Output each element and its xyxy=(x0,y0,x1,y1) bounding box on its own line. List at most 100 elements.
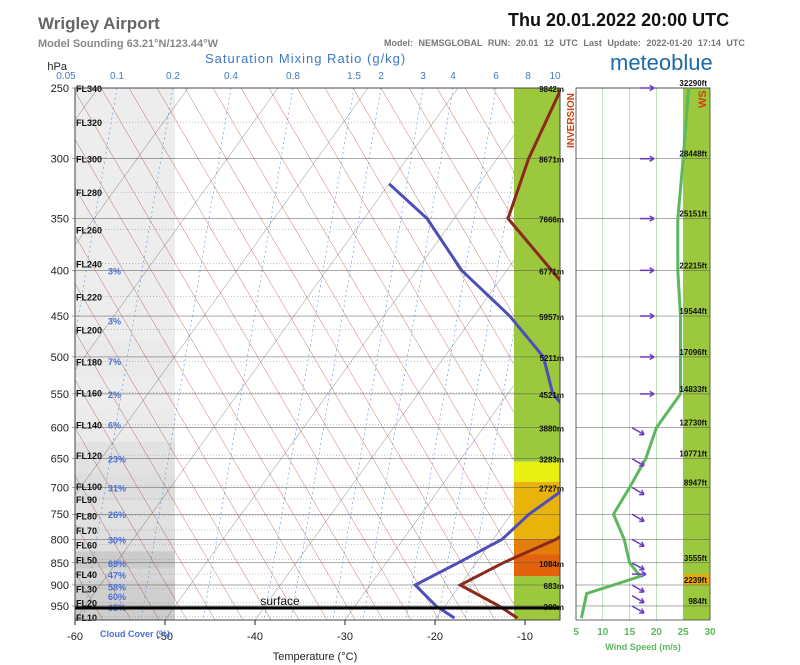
mixing-ratio-label: 6 xyxy=(493,71,499,82)
brand-logo: meteoblue xyxy=(610,50,713,75)
cloud-cover-value: 3% xyxy=(108,266,121,276)
wind-arrowhead xyxy=(649,215,655,222)
flight-level-label: FL220 xyxy=(76,293,102,303)
wind-arrowhead xyxy=(649,312,655,320)
wind-arrowhead xyxy=(639,516,645,523)
dry-adiabat-line xyxy=(75,379,216,620)
temperature-tick-label: -10 xyxy=(517,631,533,643)
isotherm-line xyxy=(75,88,369,496)
dry-adiabat-line xyxy=(75,235,300,620)
dry-adiabat-line xyxy=(75,283,272,620)
wind-tick-label: 20 xyxy=(651,627,663,638)
cloud-cover-band xyxy=(75,88,175,297)
height-feet-label: 12730ft xyxy=(679,419,707,428)
pressure-tick-label: 450 xyxy=(51,311,69,323)
wind-arrow xyxy=(631,458,645,467)
wind-arrowhead xyxy=(649,155,655,162)
flight-level-label: FL300 xyxy=(76,155,102,165)
flight-level-label: FL260 xyxy=(76,225,102,235)
height-feet-label: 8947ft xyxy=(684,478,707,487)
height-feet-label: 2239ft xyxy=(684,576,707,585)
isotherm-line xyxy=(434,445,560,620)
cloud-cover-band xyxy=(75,441,175,474)
flight-level-label: FL120 xyxy=(76,451,102,461)
cloud-cover-value: 47% xyxy=(108,570,126,580)
cloud-cover-value: 3% xyxy=(108,316,121,326)
temperature-tick-label: -30 xyxy=(337,631,353,643)
mixing-ratio-label: 0.2 xyxy=(166,71,180,82)
stability-band xyxy=(514,461,560,482)
pressure-tick-label: 400 xyxy=(51,265,69,277)
wind-arrowhead xyxy=(649,353,655,361)
stability-band xyxy=(514,576,560,620)
temperature-tick-label: -60 xyxy=(67,631,83,643)
wind-tick-label: 30 xyxy=(704,627,716,638)
dewpoint-line xyxy=(388,182,560,620)
pressure-tick-label: 750 xyxy=(51,509,69,521)
dry-adiabat-line xyxy=(212,88,524,620)
temperature-tick-label: -20 xyxy=(427,631,443,643)
pressure-tick-label: 800 xyxy=(51,534,69,546)
flight-level-label: FL90 xyxy=(76,495,97,505)
surface-label: surface xyxy=(260,594,300,608)
dry-adiabat-line xyxy=(436,88,560,300)
mixing-ratio-label: 1.5 xyxy=(347,71,361,82)
mixing-ratio-label: 8 xyxy=(525,71,531,82)
wind-arrow xyxy=(631,427,645,436)
wind-arrowhead xyxy=(639,565,645,571)
cloud-cover-label: Cloud Cover (%) xyxy=(100,629,170,639)
dry-adiabat-line xyxy=(0,88,47,620)
dry-adiabat-line xyxy=(75,331,244,620)
flight-level-label: FL320 xyxy=(76,118,102,128)
wind-shear-highlight xyxy=(683,574,710,585)
height-feet-label: 984ft xyxy=(688,597,707,606)
flight-level-label: FL10 xyxy=(76,613,97,623)
dry-adiabat-line xyxy=(324,88,560,492)
mixing-ratio-label: 2 xyxy=(378,71,384,82)
height-feet-label: 22215ft xyxy=(679,261,707,270)
flight-level-label: FL80 xyxy=(76,511,97,521)
flight-level-label: FL100 xyxy=(76,482,102,492)
cloud-cover-value: 58% xyxy=(108,582,126,592)
height-meters-label: 9842m xyxy=(539,85,564,94)
wind-arrow xyxy=(631,605,645,614)
height-feet-label: 28448ft xyxy=(679,150,707,159)
cloud-cover-value: 6% xyxy=(108,420,121,430)
mixing-ratio-label: 10 xyxy=(549,71,561,82)
isotherm-line xyxy=(254,195,560,620)
inversion-label: INVERSION xyxy=(566,93,577,148)
mixing-ratio-line xyxy=(332,88,424,620)
height-meters-label: 3283m xyxy=(539,456,564,465)
flight-level-label: FL140 xyxy=(76,420,102,430)
height-meters-label: 4521m xyxy=(539,391,564,400)
dry-adiabat-line xyxy=(352,88,560,444)
wind-arrow xyxy=(631,538,645,547)
cloud-cover-value: 2% xyxy=(108,390,121,400)
stability-band xyxy=(514,481,560,540)
cloud-cover-value: 23% xyxy=(108,455,126,465)
flight-level-label: FL70 xyxy=(76,526,97,536)
pressure-tick-label: 850 xyxy=(51,558,69,570)
pressure-tick-label: 900 xyxy=(51,580,69,592)
height-feet-label: 32290ft xyxy=(679,79,707,88)
flight-level-label: FL180 xyxy=(76,358,102,368)
dry-adiabat-line xyxy=(240,88,552,620)
wind-tick-label: 15 xyxy=(624,627,636,638)
wind-tick-label: 10 xyxy=(597,627,609,638)
isotherm-line xyxy=(524,570,560,620)
mixing-ratio-label: 0.1 xyxy=(110,71,124,82)
flight-level-label: FL40 xyxy=(76,570,97,580)
mixing-ratio-line xyxy=(263,88,355,620)
wind-arrow xyxy=(631,594,645,604)
forecast-datetime: Thu 20.01.2022 20:00 UTC xyxy=(508,10,730,30)
skewt-frame xyxy=(74,87,561,621)
stability-band xyxy=(514,88,560,462)
wind-arrowhead xyxy=(639,608,645,614)
flight-level-label: FL240 xyxy=(76,260,102,270)
height-feet-label: 14833ft xyxy=(679,385,707,394)
temperature-line xyxy=(456,88,560,620)
height-meters-label: 1084m xyxy=(539,560,564,569)
mixing-ratio-line xyxy=(362,88,454,620)
height-meters-label: 7666m xyxy=(539,216,564,225)
